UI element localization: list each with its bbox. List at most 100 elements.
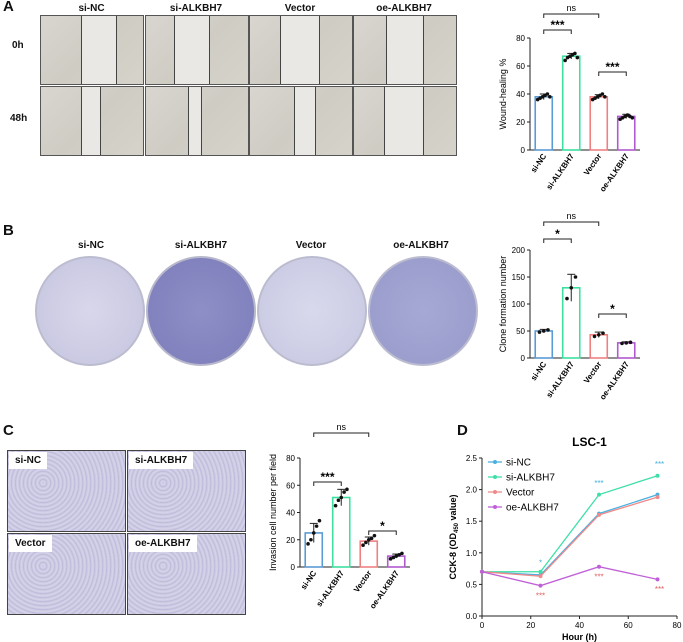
- wound-image-oe-alkbh7-48h: [353, 86, 457, 156]
- colony-dish-vector: [257, 256, 367, 366]
- data-point: [309, 537, 313, 542]
- series-line: [481, 566, 658, 587]
- column-label: si-ALKBH7: [169, 3, 223, 14]
- y-tick-label: 2.0: [466, 486, 478, 495]
- column-label: Vector: [295, 240, 327, 251]
- y-tick-label: 1.0: [466, 549, 478, 558]
- x-tick-label: Vector: [352, 569, 373, 594]
- y-tick-label: 200: [512, 246, 526, 255]
- column-label: oe-ALKBH7: [376, 3, 432, 14]
- panel-label-c: C: [3, 422, 14, 439]
- row-label: 48h: [10, 113, 28, 124]
- data-point: [548, 95, 552, 99]
- y-tick-label: 100: [512, 300, 526, 309]
- y-axis-label: Invasion cell number per field: [268, 454, 278, 571]
- x-tick-label: si-ALKBH7: [315, 569, 347, 609]
- data-point: [596, 332, 601, 337]
- data-point: [630, 116, 635, 120]
- image-tag: si-ALKBH7: [129, 452, 194, 469]
- invasion-image-vector: Vector: [7, 533, 126, 615]
- bar: [589, 333, 609, 359]
- legend-marker: [493, 505, 497, 509]
- y-tick-label: 2.5: [466, 454, 478, 463]
- data-point: [573, 51, 577, 56]
- data-point: [342, 490, 346, 494]
- y-axis-label-tail: value): [448, 494, 458, 523]
- data-point: [400, 551, 404, 556]
- series-point: [480, 569, 484, 574]
- data-point: [592, 334, 597, 339]
- wound-image-vector-0h: [249, 15, 353, 85]
- invasion-image-oe-alkbh7: oe-ALKBH7: [127, 533, 246, 615]
- series-point: [538, 574, 543, 579]
- significance-label: *: [610, 302, 615, 316]
- data-point: [603, 95, 607, 99]
- y-axis-label: CCK-8 (OD450 value): [448, 494, 460, 579]
- chart-title: LSC-1: [572, 435, 607, 449]
- significance-bracket: [543, 238, 572, 243]
- x-tick-label: si-NC: [299, 569, 318, 591]
- y-tick-label: 60: [516, 62, 525, 71]
- data-point: [391, 555, 396, 560]
- colony-dish-oe-alkbh7: [368, 256, 478, 366]
- data-point: [361, 543, 365, 547]
- significance-annotation: ***: [655, 460, 664, 469]
- invasion-bar-chart: 0 20 40 60 80 Invasion cell number per field s…: [268, 422, 410, 611]
- legend-marker: [493, 460, 497, 464]
- x-tick-label: si-NC: [529, 152, 548, 174]
- x-tick-label: si-ALKBH7: [545, 360, 577, 400]
- bar: [616, 115, 636, 151]
- y-axis-label: Wound-healing %: [498, 59, 508, 130]
- colony-dish-si-nc: [35, 256, 145, 366]
- significance-annotation: ***: [594, 572, 603, 581]
- series-point: [597, 564, 601, 569]
- data-point: [394, 554, 399, 558]
- data-point: [573, 275, 578, 279]
- column-label: oe-ALKBH7: [393, 240, 449, 251]
- significance-bracket: [368, 530, 397, 535]
- y-tick-label: 50: [516, 327, 525, 336]
- data-point: [372, 533, 377, 538]
- significance-label: ns: [336, 422, 346, 432]
- wound-image-oe-alkbh7-0h: [353, 15, 457, 85]
- y-tick-label: 0: [291, 563, 296, 572]
- legend-marker: [493, 475, 497, 479]
- clone-formation-bar-chart: 0 50 100 150 200 Clone formation number si-NCs…: [498, 211, 640, 402]
- panel-label-a: A: [3, 0, 14, 15]
- x-tick-label: si-NC: [529, 360, 548, 382]
- data-point: [628, 340, 633, 345]
- y-tick-label: 60: [286, 481, 295, 490]
- y-tick-label: 40: [516, 90, 525, 99]
- wound-image-si-nc-0h: [40, 15, 144, 85]
- y-tick-label: 20: [516, 118, 525, 127]
- significance-bracket: [313, 432, 370, 437]
- cck8-line-chart: LSC-1 0.0 0.5 1.0 1.5 2.0 2.5 0 20 40 60 80 Hour (h)…: [448, 435, 682, 642]
- panel-label-b: B: [3, 222, 14, 239]
- data-point: [388, 557, 393, 561]
- data-point: [339, 495, 344, 500]
- data-point: [364, 540, 368, 545]
- data-point: [601, 331, 605, 335]
- y-tick-label: 80: [516, 34, 525, 43]
- y-tick-label: 1.5: [466, 517, 478, 526]
- data-point: [345, 487, 349, 492]
- y-tick-label: 20: [286, 536, 295, 545]
- significance-annotation: ***: [655, 585, 664, 594]
- colony-dish-si-alkbh7: [146, 256, 256, 366]
- significance-label: ***: [320, 470, 334, 484]
- bar: [534, 330, 554, 359]
- data-point: [575, 55, 580, 60]
- x-tick-label: Vector: [582, 360, 603, 385]
- significance-bracket: [543, 13, 600, 18]
- y-tick-label: 0.5: [466, 580, 478, 589]
- significance-bracket: [543, 29, 572, 34]
- x-tick-label: oe-ALKBH7: [368, 569, 401, 611]
- data-point: [565, 296, 569, 301]
- y-axis-label-main: CCK-8 (OD: [448, 533, 458, 580]
- series-point: [538, 583, 543, 588]
- data-point: [314, 524, 319, 528]
- x-tick-label: 80: [673, 621, 682, 630]
- y-tick-label: 40: [286, 509, 295, 518]
- bar: [331, 496, 351, 568]
- data-point: [336, 498, 341, 503]
